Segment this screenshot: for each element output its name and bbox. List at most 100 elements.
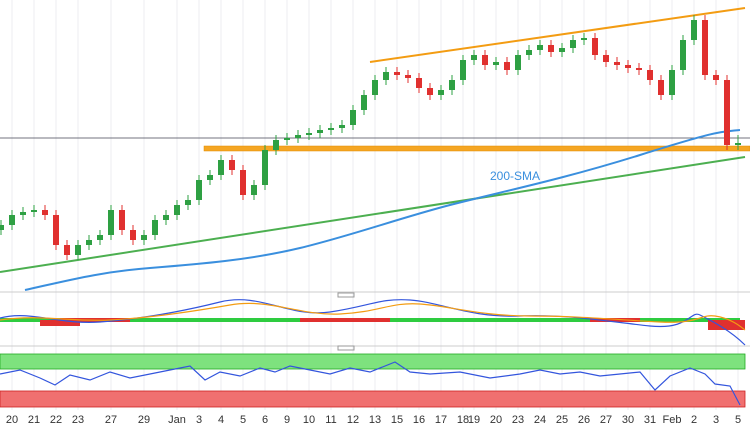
candle-body — [207, 175, 213, 180]
candle-body — [449, 80, 455, 90]
x-tick-label: 2 — [691, 414, 697, 426]
candle-body — [482, 55, 488, 65]
grip[interactable] — [337, 292, 355, 298]
x-tick-label: 11 — [325, 414, 336, 426]
candle-body — [416, 78, 422, 88]
candle-body — [218, 160, 224, 175]
x-tick-label: 17 — [435, 414, 447, 426]
candle-body — [328, 128, 334, 130]
candle-body — [438, 90, 444, 95]
candle-body — [460, 60, 466, 80]
candle-body — [97, 235, 103, 240]
candle-body — [735, 143, 741, 145]
macd-hist-down — [40, 320, 80, 326]
x-tick-label: 26 — [578, 414, 590, 426]
candle-body — [31, 210, 37, 212]
macd-panel — [0, 299, 746, 346]
candle-body — [251, 185, 257, 195]
rsi-panel — [0, 353, 746, 408]
candle-body — [636, 68, 642, 70]
candle-body — [691, 20, 697, 40]
candles — [0, 15, 741, 260]
x-tick-label: Feb — [663, 414, 682, 426]
candle-body — [713, 75, 719, 80]
candle-body — [592, 38, 598, 55]
candle-body — [658, 80, 664, 95]
candle-body — [108, 210, 114, 235]
candle-body — [273, 140, 279, 150]
x-tick-label: 16 — [413, 414, 425, 426]
x-tick-label: 6 — [262, 414, 268, 426]
candle-body — [86, 240, 92, 245]
macd-line — [0, 299, 746, 346]
candle-body — [75, 245, 81, 255]
candle-body — [9, 215, 15, 225]
x-tick-label: 4 — [218, 414, 224, 426]
x-tick-label: 9 — [284, 414, 290, 426]
candle-body — [548, 45, 554, 52]
candle-body — [702, 20, 708, 75]
candle-body — [570, 40, 576, 48]
x-tick-label: 5 — [735, 414, 741, 426]
x-tick-label: 27 — [600, 414, 612, 426]
candle-body — [64, 245, 70, 255]
support-band — [203, 145, 750, 152]
candle-body — [383, 72, 389, 80]
x-tick-label: 3 — [713, 414, 719, 426]
candle-body — [724, 80, 730, 145]
candle-body — [405, 75, 411, 78]
candle-body — [229, 160, 235, 170]
candle-body — [53, 215, 59, 245]
x-tick-label: 20 — [6, 414, 18, 426]
candle-body — [603, 55, 609, 62]
signal-line — [0, 302, 746, 331]
candle-body — [614, 62, 620, 65]
candle-body — [130, 230, 136, 240]
macd-hist-down — [710, 320, 745, 330]
candle-body — [394, 72, 400, 75]
candle-body — [350, 110, 356, 125]
x-tick-label: 12 — [347, 414, 359, 426]
candle-body — [295, 135, 301, 138]
x-tick-label: 27 — [105, 414, 117, 426]
candle-body — [427, 88, 433, 95]
candle-body — [515, 55, 521, 70]
x-tick-label: Jan — [168, 414, 186, 426]
candle-body — [196, 180, 202, 200]
candle-body — [152, 220, 158, 235]
candle-body — [185, 200, 191, 205]
support-trend-line — [0, 156, 746, 273]
candle-body — [625, 65, 631, 68]
candle-body — [680, 40, 686, 70]
x-tick-label: 25 — [556, 414, 568, 426]
x-tick-label: 23 — [512, 414, 524, 426]
x-tick-label: 10 — [303, 414, 315, 426]
annotation: 200-SMA — [490, 169, 540, 183]
candle-body — [20, 212, 26, 215]
candle-body — [317, 130, 323, 133]
x-tick-label: 29 — [138, 414, 150, 426]
x-tick-label: 18 — [457, 414, 469, 426]
candle-body — [339, 125, 345, 128]
candle-body — [141, 235, 147, 240]
candle-body — [471, 55, 477, 60]
candle-body — [119, 210, 125, 230]
resistance-line — [369, 7, 746, 63]
candle-body — [284, 138, 290, 140]
oversold-zone — [0, 390, 746, 408]
sma-line — [24, 129, 741, 291]
grid — [11, 0, 739, 410]
grip[interactable] — [337, 345, 355, 351]
candle-body — [504, 62, 510, 70]
candle-body — [669, 70, 675, 95]
candle-body — [42, 210, 48, 215]
candle-body — [306, 133, 312, 135]
x-tick-label: 31 — [644, 414, 656, 426]
candle-body — [361, 95, 367, 110]
x-tick-label: 30 — [622, 414, 634, 426]
candle-body — [493, 62, 499, 65]
x-tick-label: 22 — [50, 414, 62, 426]
candle-body — [240, 170, 246, 195]
